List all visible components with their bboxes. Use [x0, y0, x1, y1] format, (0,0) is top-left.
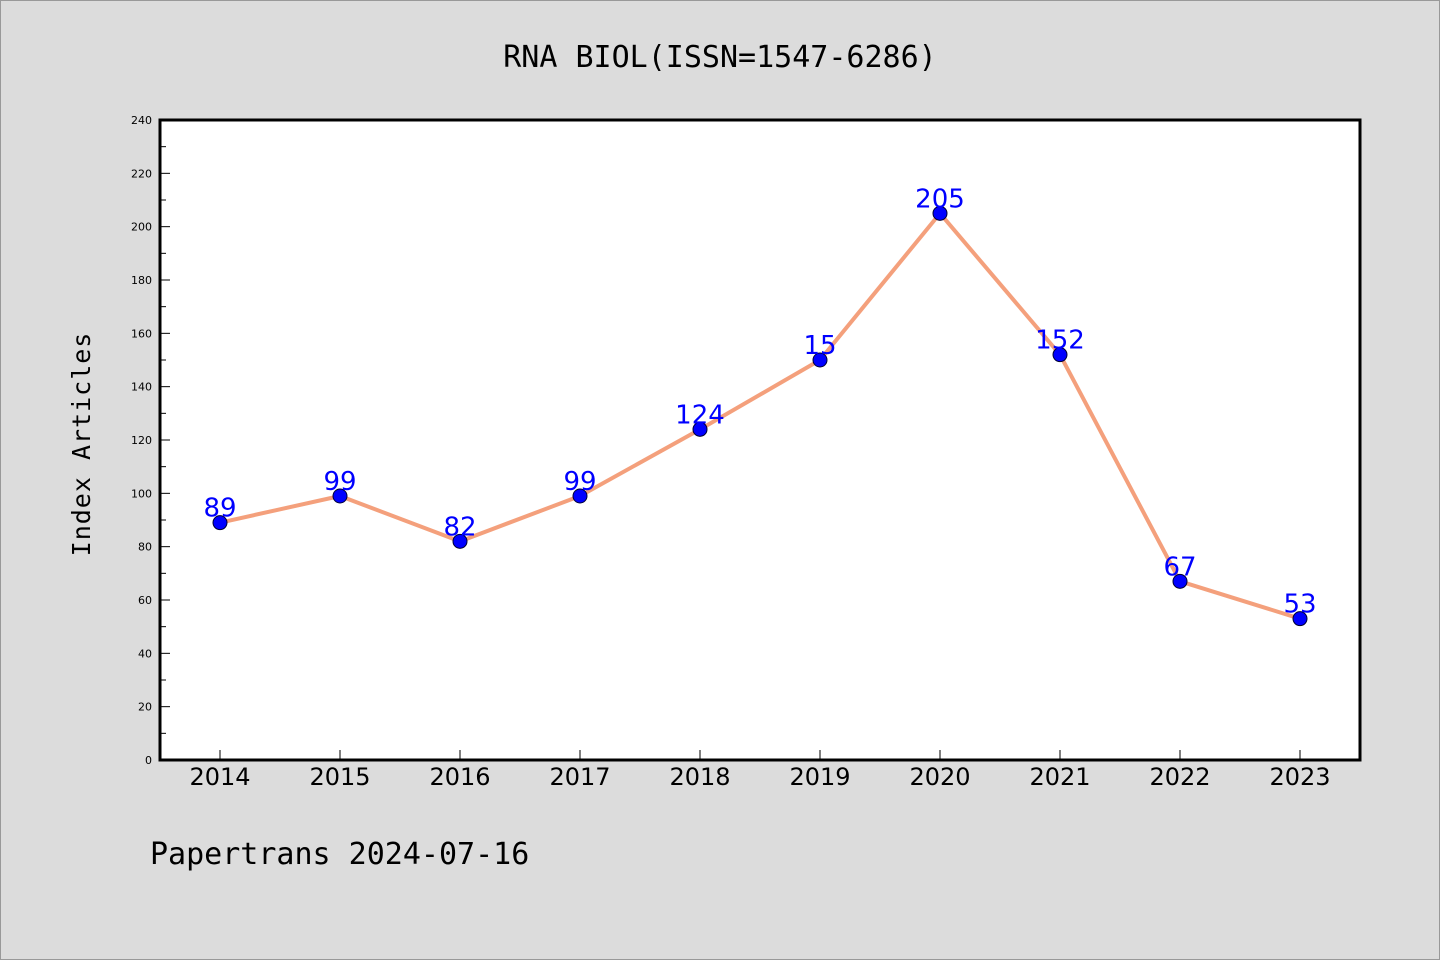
data-point-label: 99 — [563, 467, 596, 497]
data-point-label: 67 — [1163, 552, 1196, 582]
data-point-label: 89 — [203, 494, 236, 524]
y-tick-label: 240 — [131, 114, 152, 127]
y-tick-label: 140 — [131, 381, 152, 394]
x-tick-label: 2014 — [189, 763, 250, 791]
x-tick-label: 2023 — [1269, 763, 1330, 791]
y-tick-label: 0 — [145, 754, 152, 767]
y-axis-ticks: 0 20 40 60 80 100 120 140 160 180 200 220 240 — [131, 114, 170, 767]
y-tick-label: 220 — [131, 167, 152, 180]
data-point-label: 152 — [1035, 326, 1085, 356]
series-line — [218, 211, 1302, 621]
data-point-marker — [212, 515, 228, 531]
data-point-marker — [1172, 573, 1188, 589]
x-tick-label: 2015 — [309, 763, 370, 791]
y-tick-label: 180 — [131, 274, 152, 287]
x-tick-label: 2018 — [669, 763, 730, 791]
footer-text: Papertrans 2024-07-16 — [150, 837, 529, 872]
y-axis-label: Index Articles — [67, 332, 96, 557]
y-tick-label: 120 — [131, 434, 152, 447]
series-line-group — [218, 211, 1302, 621]
data-point-marker — [692, 421, 708, 437]
data-point-marker — [1292, 611, 1308, 627]
x-tick-label: 2019 — [789, 763, 850, 791]
y-tick-label: 160 — [131, 327, 152, 340]
data-point-marker — [572, 488, 588, 504]
data-point-label: 124 — [675, 400, 725, 430]
data-point-marker — [1052, 347, 1068, 363]
y-tick-label: 40 — [138, 647, 152, 660]
data-point-label: 53 — [1283, 590, 1316, 620]
data-markers — [212, 205, 1308, 627]
data-point-marker — [452, 533, 468, 549]
chart-title: RNA BIOL(ISSN=1547-6286) — [503, 40, 936, 75]
x-tick-label: 2017 — [549, 763, 610, 791]
y-tick-label: 20 — [138, 701, 152, 714]
x-tick-label: 2016 — [429, 763, 490, 791]
x-tick-label: 2022 — [1149, 763, 1210, 791]
data-point-label: 15 — [803, 331, 836, 361]
y-tick-label: 80 — [138, 541, 152, 554]
data-point-label: 99 — [323, 467, 356, 497]
data-point-label: 82 — [443, 512, 476, 542]
x-tick-label: 2021 — [1029, 763, 1090, 791]
plot-frame — [158, 118, 1362, 762]
y-tick-label: 200 — [131, 221, 152, 234]
data-labels: 89 99 82 99 124 15 205 152 67 53 — [203, 184, 1316, 619]
data-point-marker — [332, 488, 348, 504]
y-tick-label: 100 — [131, 487, 152, 500]
data-point-marker — [932, 205, 948, 221]
x-tick-label: 2020 — [909, 763, 970, 791]
data-point-marker — [812, 352, 828, 368]
x-axis-ticks: 2014 2015 2016 2017 2018 2019 2020 2021 2022 2023 — [189, 750, 1331, 791]
data-point-label: 205 — [915, 184, 965, 214]
plot-area — [160, 120, 1360, 760]
y-tick-label: 60 — [138, 594, 152, 607]
